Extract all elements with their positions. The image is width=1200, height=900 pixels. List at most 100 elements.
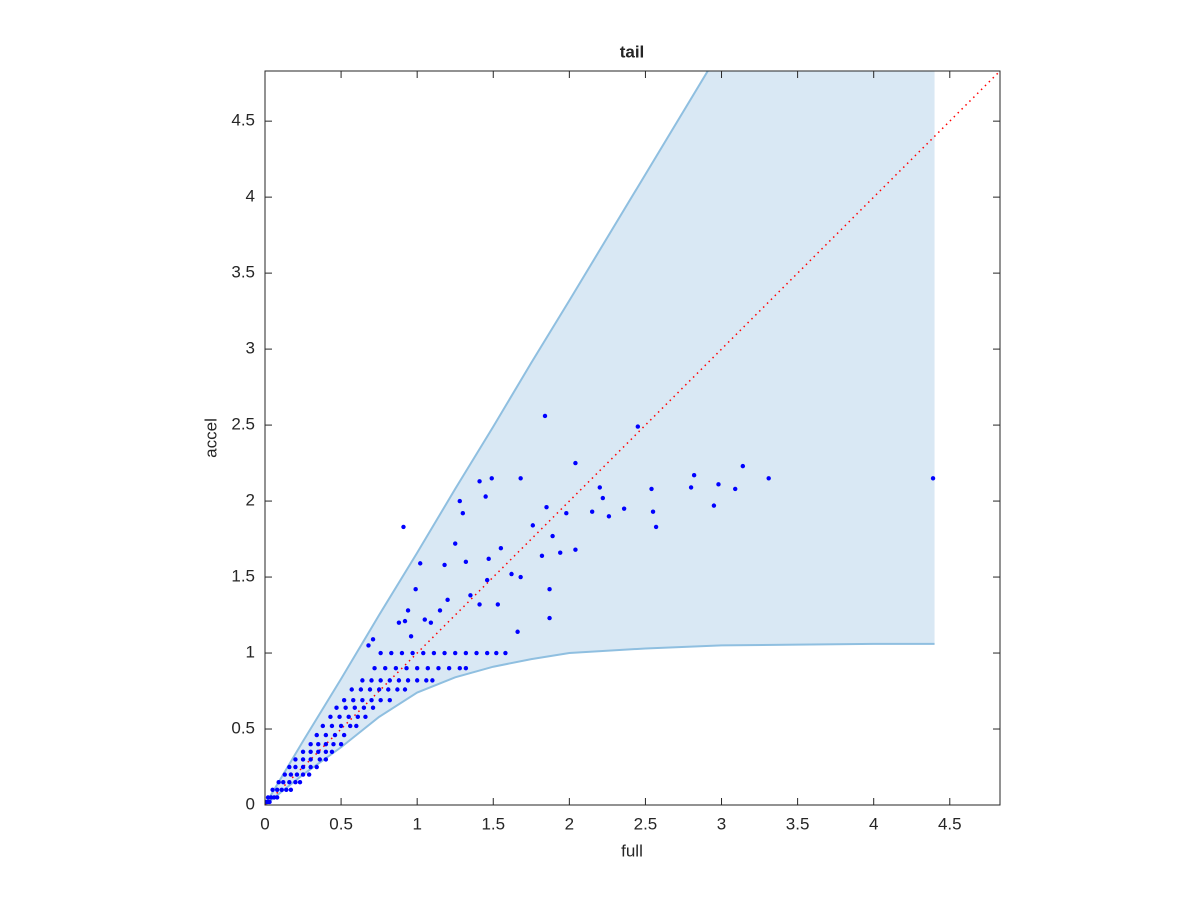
data-point [463,559,469,565]
data-point [378,697,383,703]
data-point [316,742,321,747]
data-point [457,498,462,504]
data-point [442,650,447,656]
data-point [494,650,499,656]
data-point [425,666,431,671]
data-point [509,571,514,577]
data-point [282,772,287,777]
data-point [329,723,335,729]
data-point [323,757,329,762]
data-point [341,697,347,703]
data-point [503,650,508,656]
data-point [323,732,329,738]
data-point [600,495,606,501]
x-tick-label: 1.5 [481,814,505,833]
data-point [711,503,717,508]
data-point [474,650,479,656]
data-point [410,650,415,656]
data-point [477,602,482,607]
data-point [453,541,458,546]
data-point [486,556,491,562]
data-point [436,666,441,671]
data-point [376,687,382,692]
data-point [558,550,563,555]
data-point [477,479,482,484]
data-point [279,787,284,793]
data-point [483,494,488,499]
data-point [300,757,306,762]
data-point [338,742,344,747]
data-point [515,629,520,634]
data-point [445,597,450,603]
data-point [387,697,392,703]
x-tick-label: 4.5 [938,814,962,833]
data-point [366,643,371,648]
data-point [367,687,373,692]
data-point [352,705,357,710]
data-point [740,463,746,469]
data-point [287,780,292,785]
data-point [378,650,383,656]
data-point [550,533,555,539]
y-tick-label: 1 [246,643,255,662]
data-point [495,602,501,607]
data-point [293,780,298,785]
data-point [370,705,376,710]
data-point [405,608,411,613]
y-tick-label: 3 [246,339,255,358]
data-point [265,795,271,800]
data-point [468,593,473,598]
data-point [287,764,292,770]
y-tick-label: 0.5 [231,719,255,738]
data-point [341,732,347,738]
data-point [691,473,697,478]
data-point [369,697,374,703]
data-point [358,687,364,692]
data-point [431,650,437,656]
data-point [389,650,394,656]
data-point [300,749,306,755]
data-point [348,723,353,729]
data-point [414,678,420,683]
data-point [268,795,274,800]
data-point [518,476,523,481]
data-point [396,620,402,625]
data-point [688,485,694,490]
data-point [498,545,504,551]
data-point [383,666,388,671]
x-tick-label: 1 [412,814,421,833]
data-point [402,618,408,624]
data-point [349,687,354,692]
data-point [281,780,286,785]
y-tick-label: 4 [246,187,255,206]
data-point [460,511,466,516]
data-point [484,650,490,656]
data-point [331,742,336,747]
data-point [284,787,289,793]
data-point [539,553,545,558]
data-point [316,749,321,755]
data-point [463,650,469,656]
data-point [401,524,406,530]
data-point [402,687,408,692]
data-point [442,562,447,568]
x-tick-label: 0.5 [329,814,353,833]
data-point [733,486,738,492]
data-point [369,678,374,683]
data-point [463,666,469,671]
data-point [430,678,435,683]
data-point [293,764,298,770]
data-point [308,742,313,747]
data-point [328,714,333,720]
data-point [414,666,420,671]
data-point [300,764,306,770]
data-point [343,705,348,710]
data-point [453,650,458,656]
data-point [332,732,338,738]
y-tick-label: 2.5 [231,415,255,434]
data-point [547,587,552,592]
data-point [308,757,313,762]
data-point [399,650,405,656]
data-point [404,666,409,671]
data-point [314,732,319,738]
